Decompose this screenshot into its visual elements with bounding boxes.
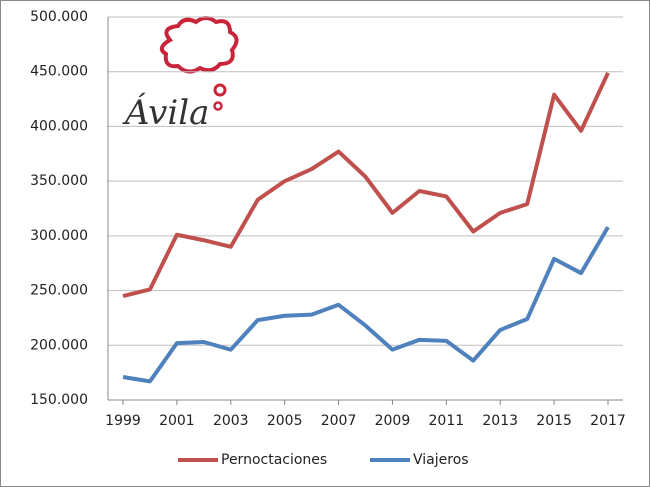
series-line [122, 71, 610, 298]
x-tick-label: 2017 [590, 413, 626, 429]
y-tick-label: 500.000 [30, 9, 88, 25]
logo-dot [213, 101, 223, 111]
x-tick-label: 2003 [213, 413, 249, 429]
logo-dot [213, 83, 227, 97]
series-line [122, 226, 610, 384]
y-tick-label: 350.000 [30, 173, 88, 189]
x-tick-label: 2009 [375, 413, 411, 429]
x-tick-label: 2013 [482, 413, 518, 429]
legend-label: Pernoctaciones [221, 452, 327, 468]
y-tick-label: 300.000 [30, 228, 88, 244]
legend-label: Viajeros [413, 452, 469, 468]
y-tick-label: 400.000 [30, 118, 88, 134]
x-tick-label: 2005 [267, 413, 303, 429]
x-tick-label: 2001 [159, 413, 195, 429]
logo-cloud [159, 16, 239, 74]
y-tick-label: 450.000 [30, 64, 88, 80]
y-tick-label: 150.000 [30, 392, 88, 408]
x-tick-label: 2015 [536, 413, 572, 429]
x-tick-label: 1999 [105, 413, 141, 429]
x-tick-label: 2011 [429, 413, 465, 429]
y-tick-label: 250.000 [30, 283, 88, 299]
x-tick-label: 2007 [321, 413, 357, 429]
y-tick-label: 200.000 [30, 337, 88, 353]
